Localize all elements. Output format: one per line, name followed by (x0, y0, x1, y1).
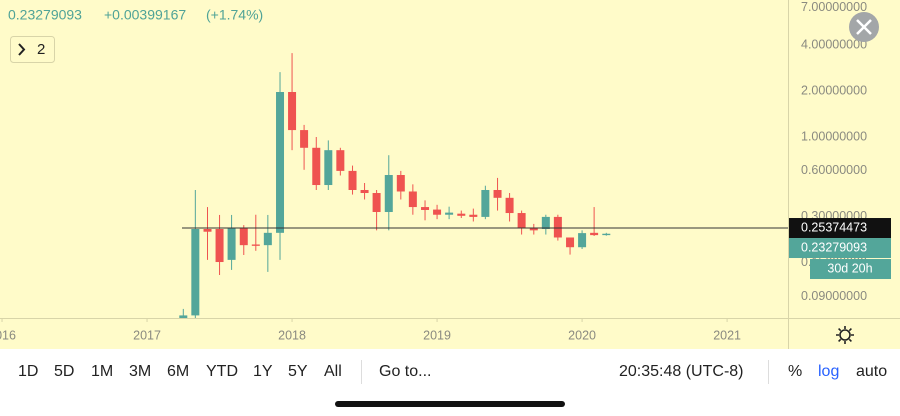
y-tick-label: 0.60000000 (801, 163, 867, 177)
scale-option[interactable]: log (818, 363, 839, 380)
x-tick-label: 2017 (133, 328, 161, 342)
candle-body (566, 237, 575, 248)
candle-body (421, 207, 430, 210)
y-tick-label: 2.00000000 (801, 83, 867, 97)
y-tick-label: 4.00000000 (801, 37, 867, 51)
candle-body (348, 170, 357, 190)
candle-body (191, 229, 200, 316)
range-button[interactable]: All (324, 363, 342, 380)
toolbar-items: 1D 5D 1M 3M 6M YTD 1Y 5Y All Go to... 20:35:48 (UT… (18, 363, 887, 380)
legend: 0.23279093 +0.00399167 (+1.74%) (8, 7, 263, 23)
candle-body (384, 175, 393, 213)
x-tick-label: 2019 (423, 328, 451, 342)
y-tick-label: 7.00000000 (801, 0, 867, 14)
settings-button[interactable] (836, 326, 854, 344)
candle-body (251, 244, 260, 246)
candle-body (505, 197, 514, 214)
series-count: 2 (37, 41, 45, 58)
candle-body (481, 189, 490, 217)
candle-body (276, 92, 285, 233)
range-button[interactable]: YTD (206, 363, 238, 380)
scale-option[interactable]: % (788, 363, 802, 380)
series-toggle[interactable]: 2 (10, 36, 55, 63)
candle-body (372, 193, 381, 213)
candles (179, 53, 788, 318)
candle-body (312, 147, 321, 186)
x-tick-label: 2020 (568, 328, 596, 342)
chart-background (0, 0, 900, 349)
candle-body (179, 315, 188, 318)
range-button[interactable]: 1M (91, 363, 113, 380)
candle-body (288, 92, 297, 131)
candle-body (215, 229, 224, 263)
countdown-bg (810, 259, 891, 280)
candle-body (445, 212, 454, 215)
y-tick-label: 1.00000000 (801, 129, 867, 143)
candle-body (203, 229, 212, 232)
legend-change-percent: (+1.74%) (206, 7, 263, 23)
range-button[interactable]: 6M (167, 363, 189, 380)
last-price-label-bg (789, 238, 891, 259)
goto-button[interactable]: Go to... (379, 363, 431, 380)
y-tick-label: 0.09000000 (801, 289, 867, 303)
candle-body (263, 232, 272, 246)
candle-body (324, 150, 333, 186)
x-tick-label: 2021 (713, 328, 741, 342)
candle-body (396, 175, 405, 192)
candle-body (553, 216, 562, 238)
candle-body (360, 189, 369, 194)
candle-body (590, 232, 599, 236)
candle-body (602, 233, 611, 236)
range-button[interactable]: 3M (129, 363, 151, 380)
range-button[interactable]: 1D (18, 363, 38, 380)
candle-body (541, 216, 550, 230)
x-tick-label: 2018 (278, 328, 306, 342)
home-indicator (335, 401, 565, 407)
axes: 7.00000000 4.00000000 2.00000000 1.00000000… (0, 0, 891, 342)
clock: 20:35:48 (UTC-8) (619, 363, 744, 380)
legend-change: +0.00399167 (104, 7, 186, 23)
price-line-label: 0.25374473 (801, 220, 867, 234)
candle-body (433, 209, 442, 215)
candle-body (517, 213, 526, 228)
price-line-label-bg (789, 218, 891, 239)
candle-body (493, 189, 502, 198)
candle-body (578, 233, 587, 248)
candle-body (336, 150, 345, 171)
range-button[interactable]: 1Y (253, 363, 273, 380)
scale-option[interactable]: auto (856, 363, 887, 380)
candle-body (227, 227, 236, 260)
countdown-label: 30d 20h (827, 261, 872, 275)
range-button[interactable]: 5D (54, 363, 74, 380)
candle-body (239, 227, 248, 246)
candle-body (469, 214, 478, 217)
x-tick-label: 2016 (0, 328, 16, 342)
last-price-label: 0.23279093 (801, 240, 867, 254)
candle-body (457, 213, 466, 216)
candle-body (529, 227, 538, 231)
close-button[interactable] (849, 12, 879, 42)
candle-body (408, 191, 417, 208)
legend-price: 0.23279093 (8, 7, 82, 23)
range-button[interactable]: 5Y (288, 363, 308, 380)
candle-body (300, 130, 309, 148)
